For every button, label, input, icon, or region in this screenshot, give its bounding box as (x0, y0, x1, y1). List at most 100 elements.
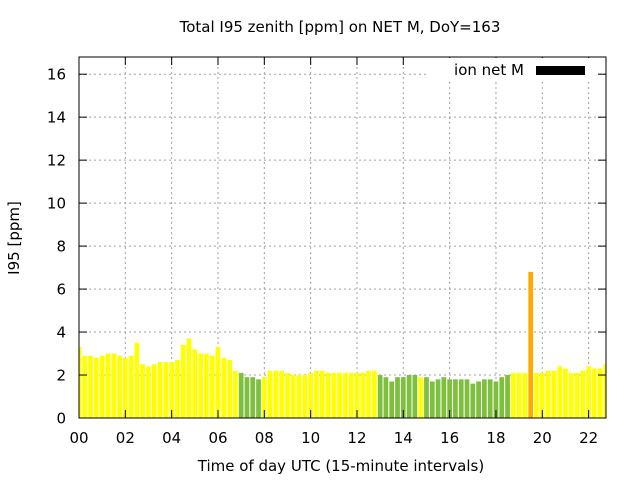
bar (424, 377, 429, 418)
y-tick-label: 8 (56, 238, 66, 256)
bar (314, 370, 319, 418)
x-tick-label: 06 (208, 429, 227, 447)
bar (157, 362, 163, 418)
bar (256, 379, 261, 418)
x-tick-label: 04 (162, 429, 181, 447)
bar (476, 381, 481, 418)
y-tick-label: 14 (47, 109, 66, 127)
bar (545, 370, 551, 418)
bar (198, 353, 203, 418)
bar (586, 366, 592, 418)
bar (290, 375, 296, 418)
bar (360, 372, 366, 418)
bar (412, 375, 418, 418)
bar (539, 372, 545, 418)
bar (111, 353, 117, 418)
bar (122, 357, 128, 418)
legend-label: ion net M (454, 61, 524, 79)
bar (406, 375, 412, 418)
bar (482, 379, 487, 418)
grid (78, 57, 606, 419)
bar (302, 375, 308, 418)
x-tick-label: 18 (486, 429, 505, 447)
chart-title: Total I95 zenith [ppm] on NET M, DoY=163 (179, 18, 501, 36)
bar (105, 353, 111, 418)
bar (79, 347, 82, 418)
bar (418, 377, 424, 418)
x-tick-label: 14 (394, 429, 413, 447)
bar (296, 375, 302, 418)
bar (227, 359, 232, 418)
bar (186, 338, 192, 418)
bar (82, 355, 88, 418)
bar (343, 372, 348, 418)
bar (273, 370, 279, 418)
bar (366, 370, 371, 418)
bar (522, 372, 528, 418)
bars (79, 271, 606, 418)
plot-frame (78, 56, 607, 419)
bar (99, 355, 105, 418)
bar (215, 347, 221, 418)
bar (574, 372, 580, 418)
bar (435, 379, 441, 418)
y-axis-label: I95 [ppm] (5, 201, 23, 275)
bar (244, 377, 250, 418)
bar (285, 372, 290, 418)
x-tick-label: 12 (347, 429, 366, 447)
bar (563, 368, 568, 418)
x-tick-label: 22 (579, 429, 598, 447)
legend-swatch (536, 66, 585, 75)
y-tick-label: 12 (47, 152, 66, 170)
y-tick-label: 2 (56, 367, 66, 385)
bar (204, 353, 209, 418)
bar (325, 372, 331, 418)
bar (453, 379, 458, 418)
bar (134, 342, 140, 418)
bar (319, 370, 325, 418)
bar (267, 370, 273, 418)
bar (151, 364, 157, 418)
bar (441, 377, 447, 418)
bar (557, 366, 563, 418)
y-tick-label: 4 (56, 324, 66, 342)
bar (400, 377, 406, 418)
bar (464, 379, 470, 418)
bar (354, 372, 360, 418)
bar (146, 366, 151, 418)
bar (447, 379, 453, 418)
y-tick-label: 10 (47, 195, 66, 213)
bar (551, 370, 557, 418)
bar (261, 377, 267, 418)
bar (493, 381, 499, 418)
bar (371, 370, 377, 418)
bar (395, 377, 400, 418)
x-tick-label: 16 (440, 429, 459, 447)
bar (180, 344, 186, 418)
bar (348, 372, 354, 418)
bar (238, 372, 244, 418)
bar (279, 370, 285, 418)
bar (192, 349, 198, 418)
x-tick-label: 00 (69, 429, 88, 447)
bar (470, 383, 476, 418)
x-axis-label: Time of day UTC (15-minute intervals) (197, 457, 484, 475)
bar (163, 362, 169, 418)
bar (568, 372, 574, 418)
bar (88, 355, 93, 418)
bar (169, 362, 175, 418)
bar (597, 368, 603, 418)
bar (221, 357, 227, 418)
bar (308, 372, 314, 418)
bar (528, 271, 534, 418)
bar (458, 379, 464, 418)
x-tick-label: 10 (301, 429, 320, 447)
bar (383, 377, 389, 418)
bar (429, 381, 435, 418)
legend: ion net M (428, 58, 598, 80)
bar (232, 370, 238, 418)
bar (128, 355, 134, 418)
bar (117, 355, 122, 418)
